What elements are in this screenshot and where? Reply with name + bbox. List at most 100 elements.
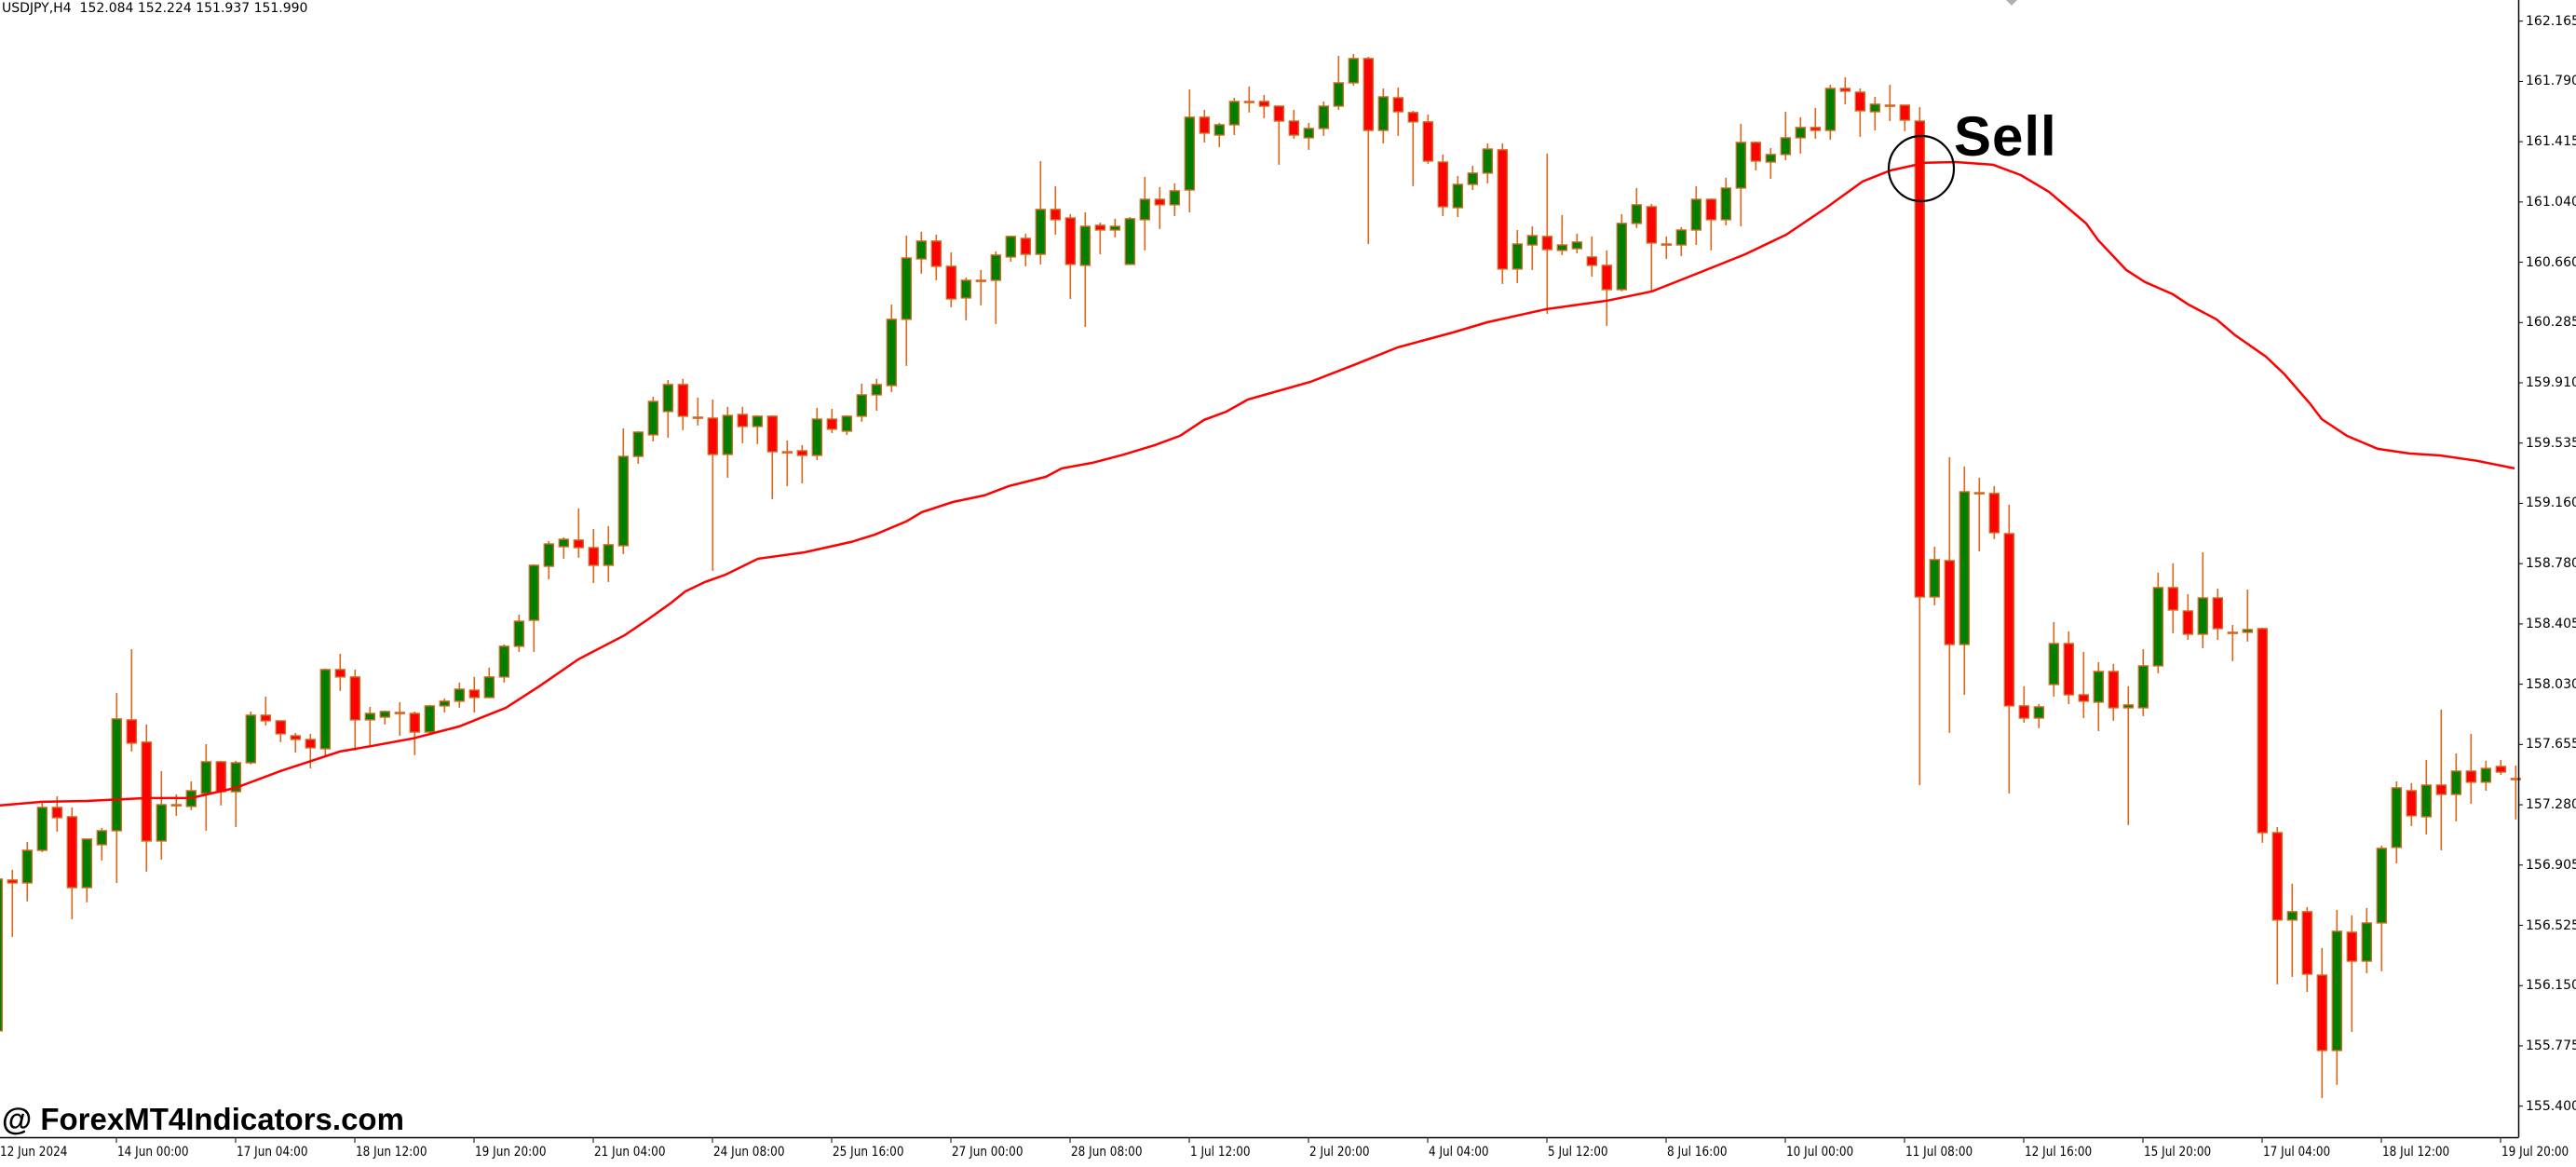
price-axis-label: 162.165 <box>2526 13 2576 29</box>
price-axis-label: 155.400 <box>2526 1098 2576 1114</box>
candle <box>1243 86 1255 113</box>
candle <box>2480 760 2492 791</box>
bull-candle-body <box>1482 148 1494 174</box>
candle <box>1929 546 1941 605</box>
candle <box>1020 233 1032 266</box>
candle <box>2331 909 2343 1085</box>
candle <box>215 760 227 806</box>
bear-candle-body <box>2495 766 2507 773</box>
candle <box>468 676 480 712</box>
time-axis-label: 2 Jul 20:00 <box>1309 1145 1370 1160</box>
candle <box>1720 177 1732 225</box>
bear-candle-body <box>2063 643 2075 696</box>
price-axis-label: 161.790 <box>2526 74 2576 89</box>
candle <box>1899 104 1911 131</box>
bull-candle-body <box>1735 142 1747 189</box>
candle <box>1273 105 1285 165</box>
bull-candle-body <box>811 418 822 456</box>
candle <box>2346 915 2358 1032</box>
bear-candle-body <box>573 539 584 549</box>
time-axis-label: 11 Jul 08:00 <box>1905 1145 1973 1160</box>
candle <box>573 508 584 558</box>
candle <box>2510 765 2522 820</box>
candle <box>379 710 390 725</box>
candle <box>66 807 78 919</box>
time-axis-label: 28 Jun 08:00 <box>1071 1145 1143 1160</box>
candle <box>781 440 793 486</box>
candle <box>2003 504 2015 794</box>
candle <box>2420 759 2433 835</box>
candle <box>260 696 271 726</box>
bear-candle-body <box>2078 694 2090 702</box>
candle <box>588 528 599 583</box>
candle <box>2406 782 2418 826</box>
candle <box>2182 594 2194 640</box>
candle <box>200 743 212 831</box>
candle <box>871 378 882 412</box>
bull-candle-body <box>1795 127 1807 139</box>
bull-candle-body <box>1824 88 1837 131</box>
candle <box>2137 649 2149 716</box>
bear-candle-body <box>1988 493 2000 534</box>
candle <box>692 397 703 426</box>
candle <box>796 444 807 483</box>
candle <box>2033 703 2045 728</box>
candle <box>1050 185 1062 235</box>
bull-candle-body <box>439 700 450 707</box>
bear-candle-body <box>1422 121 1434 162</box>
candle <box>2286 883 2298 977</box>
candle <box>111 692 123 883</box>
bull-candle-body <box>1661 243 1673 246</box>
bear-candle-body <box>1497 149 1509 270</box>
bull-candle-body <box>1079 225 1091 266</box>
bull-candle-body <box>1512 243 1524 270</box>
candle <box>886 304 897 393</box>
candle <box>1392 87 1404 136</box>
candle <box>409 711 420 755</box>
candle <box>2122 685 2135 825</box>
candle <box>1497 142 1509 284</box>
bull-candle-body <box>2093 671 2105 703</box>
candle <box>2063 631 2075 704</box>
bear-candle-body <box>2003 533 2015 707</box>
candle <box>990 251 1002 324</box>
bull-candle-body <box>2480 767 2492 783</box>
candle <box>0 878 4 1032</box>
bear-candle-body <box>1705 198 1717 221</box>
bull-candle-body <box>1690 198 1702 231</box>
candle <box>1184 88 1196 212</box>
candle <box>975 269 987 305</box>
bear-candle-body <box>1273 105 1285 122</box>
candle <box>1154 186 1166 229</box>
chart-shift-marker-icon[interactable] <box>2006 0 2017 6</box>
bull-candle-body <box>2122 704 2135 709</box>
bear-candle-body <box>677 384 688 417</box>
candle <box>349 669 360 751</box>
bear-candle-body <box>1750 142 1762 162</box>
bear-candle-body <box>1899 104 1911 121</box>
bear-candle-body <box>349 676 360 721</box>
candle <box>1959 466 1971 695</box>
candle <box>364 706 375 747</box>
bear-candle-body <box>2301 911 2313 975</box>
bear-candle-body <box>1094 224 1106 231</box>
bear-candle-body <box>1914 120 1926 598</box>
candle <box>766 415 778 499</box>
candle <box>811 407 822 460</box>
candle <box>2108 663 2120 721</box>
bear-candle-body <box>1392 97 1404 113</box>
chart-header: USDJPY,H4 152.084 152.224 151.937 151.99… <box>2 1 307 16</box>
bear-candle-body <box>51 807 62 819</box>
bull-candle-body <box>2450 770 2462 795</box>
bull-candle-body <box>632 431 644 457</box>
candle <box>960 278 972 320</box>
bear-candle-body <box>826 418 837 430</box>
time-axis-label: 1 Jul 12:00 <box>1190 1145 1251 1160</box>
candle <box>498 644 509 683</box>
price-axis-label: 158.780 <box>2526 556 2576 572</box>
candle <box>319 668 331 756</box>
bull-candle-body <box>1631 204 1643 224</box>
candle <box>737 406 748 443</box>
bull-candle-body <box>752 415 763 427</box>
